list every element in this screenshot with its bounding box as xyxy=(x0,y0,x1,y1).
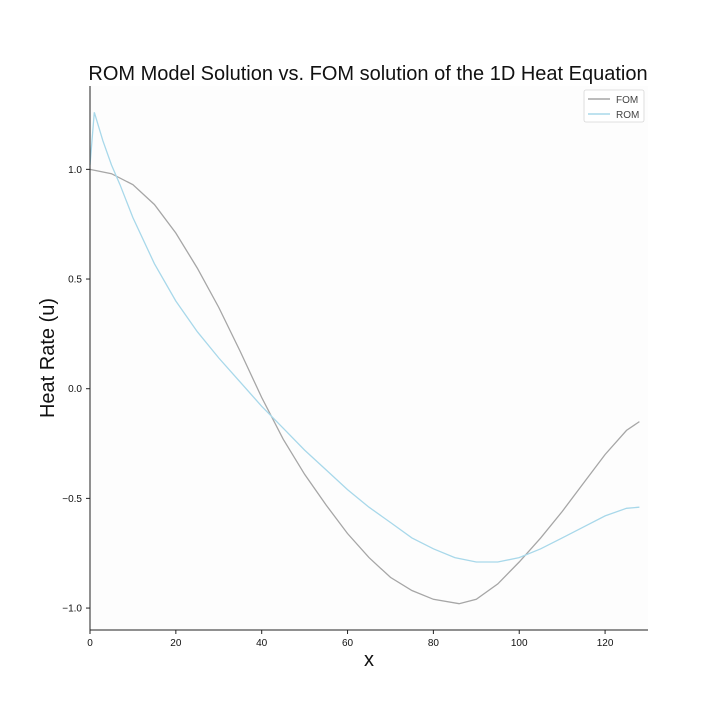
series-line-rom xyxy=(89,112,640,563)
x-tick-label: 40 xyxy=(256,638,268,649)
x-tick-label: 100 xyxy=(511,638,528,649)
y-tick-label: −0.5 xyxy=(62,494,82,505)
x-tick-label: 0 xyxy=(87,638,93,649)
y-tick-label: −1.0 xyxy=(62,604,82,615)
series-lines xyxy=(89,112,640,605)
chart-title: ROM Model Solution vs. FOM solution of t… xyxy=(88,63,647,85)
y-tick-label: 0.0 xyxy=(68,384,82,395)
y-axis-ticks: −1.0 −0.5 0.0 0.5 1.0 xyxy=(62,165,90,615)
x-tick-label: 20 xyxy=(170,638,182,649)
y-tick-label: 1.0 xyxy=(68,165,82,176)
x-axis-label: x xyxy=(364,649,374,671)
y-tick-label: 0.5 xyxy=(68,275,82,286)
series-line-fom xyxy=(89,168,640,605)
legend-fom-label: FOM xyxy=(616,95,638,106)
plot-area xyxy=(90,86,648,630)
legend: FOM ROM xyxy=(583,89,645,123)
y-axis-label: Heat Rate (u) xyxy=(37,298,59,418)
x-tick-label: 60 xyxy=(342,638,354,649)
x-tick-label: 120 xyxy=(597,638,614,649)
legend-rom-label: ROM xyxy=(616,110,639,121)
x-tick-label: 80 xyxy=(428,638,440,649)
x-axis-ticks: 0 20 40 60 80 100 120 xyxy=(87,630,614,649)
